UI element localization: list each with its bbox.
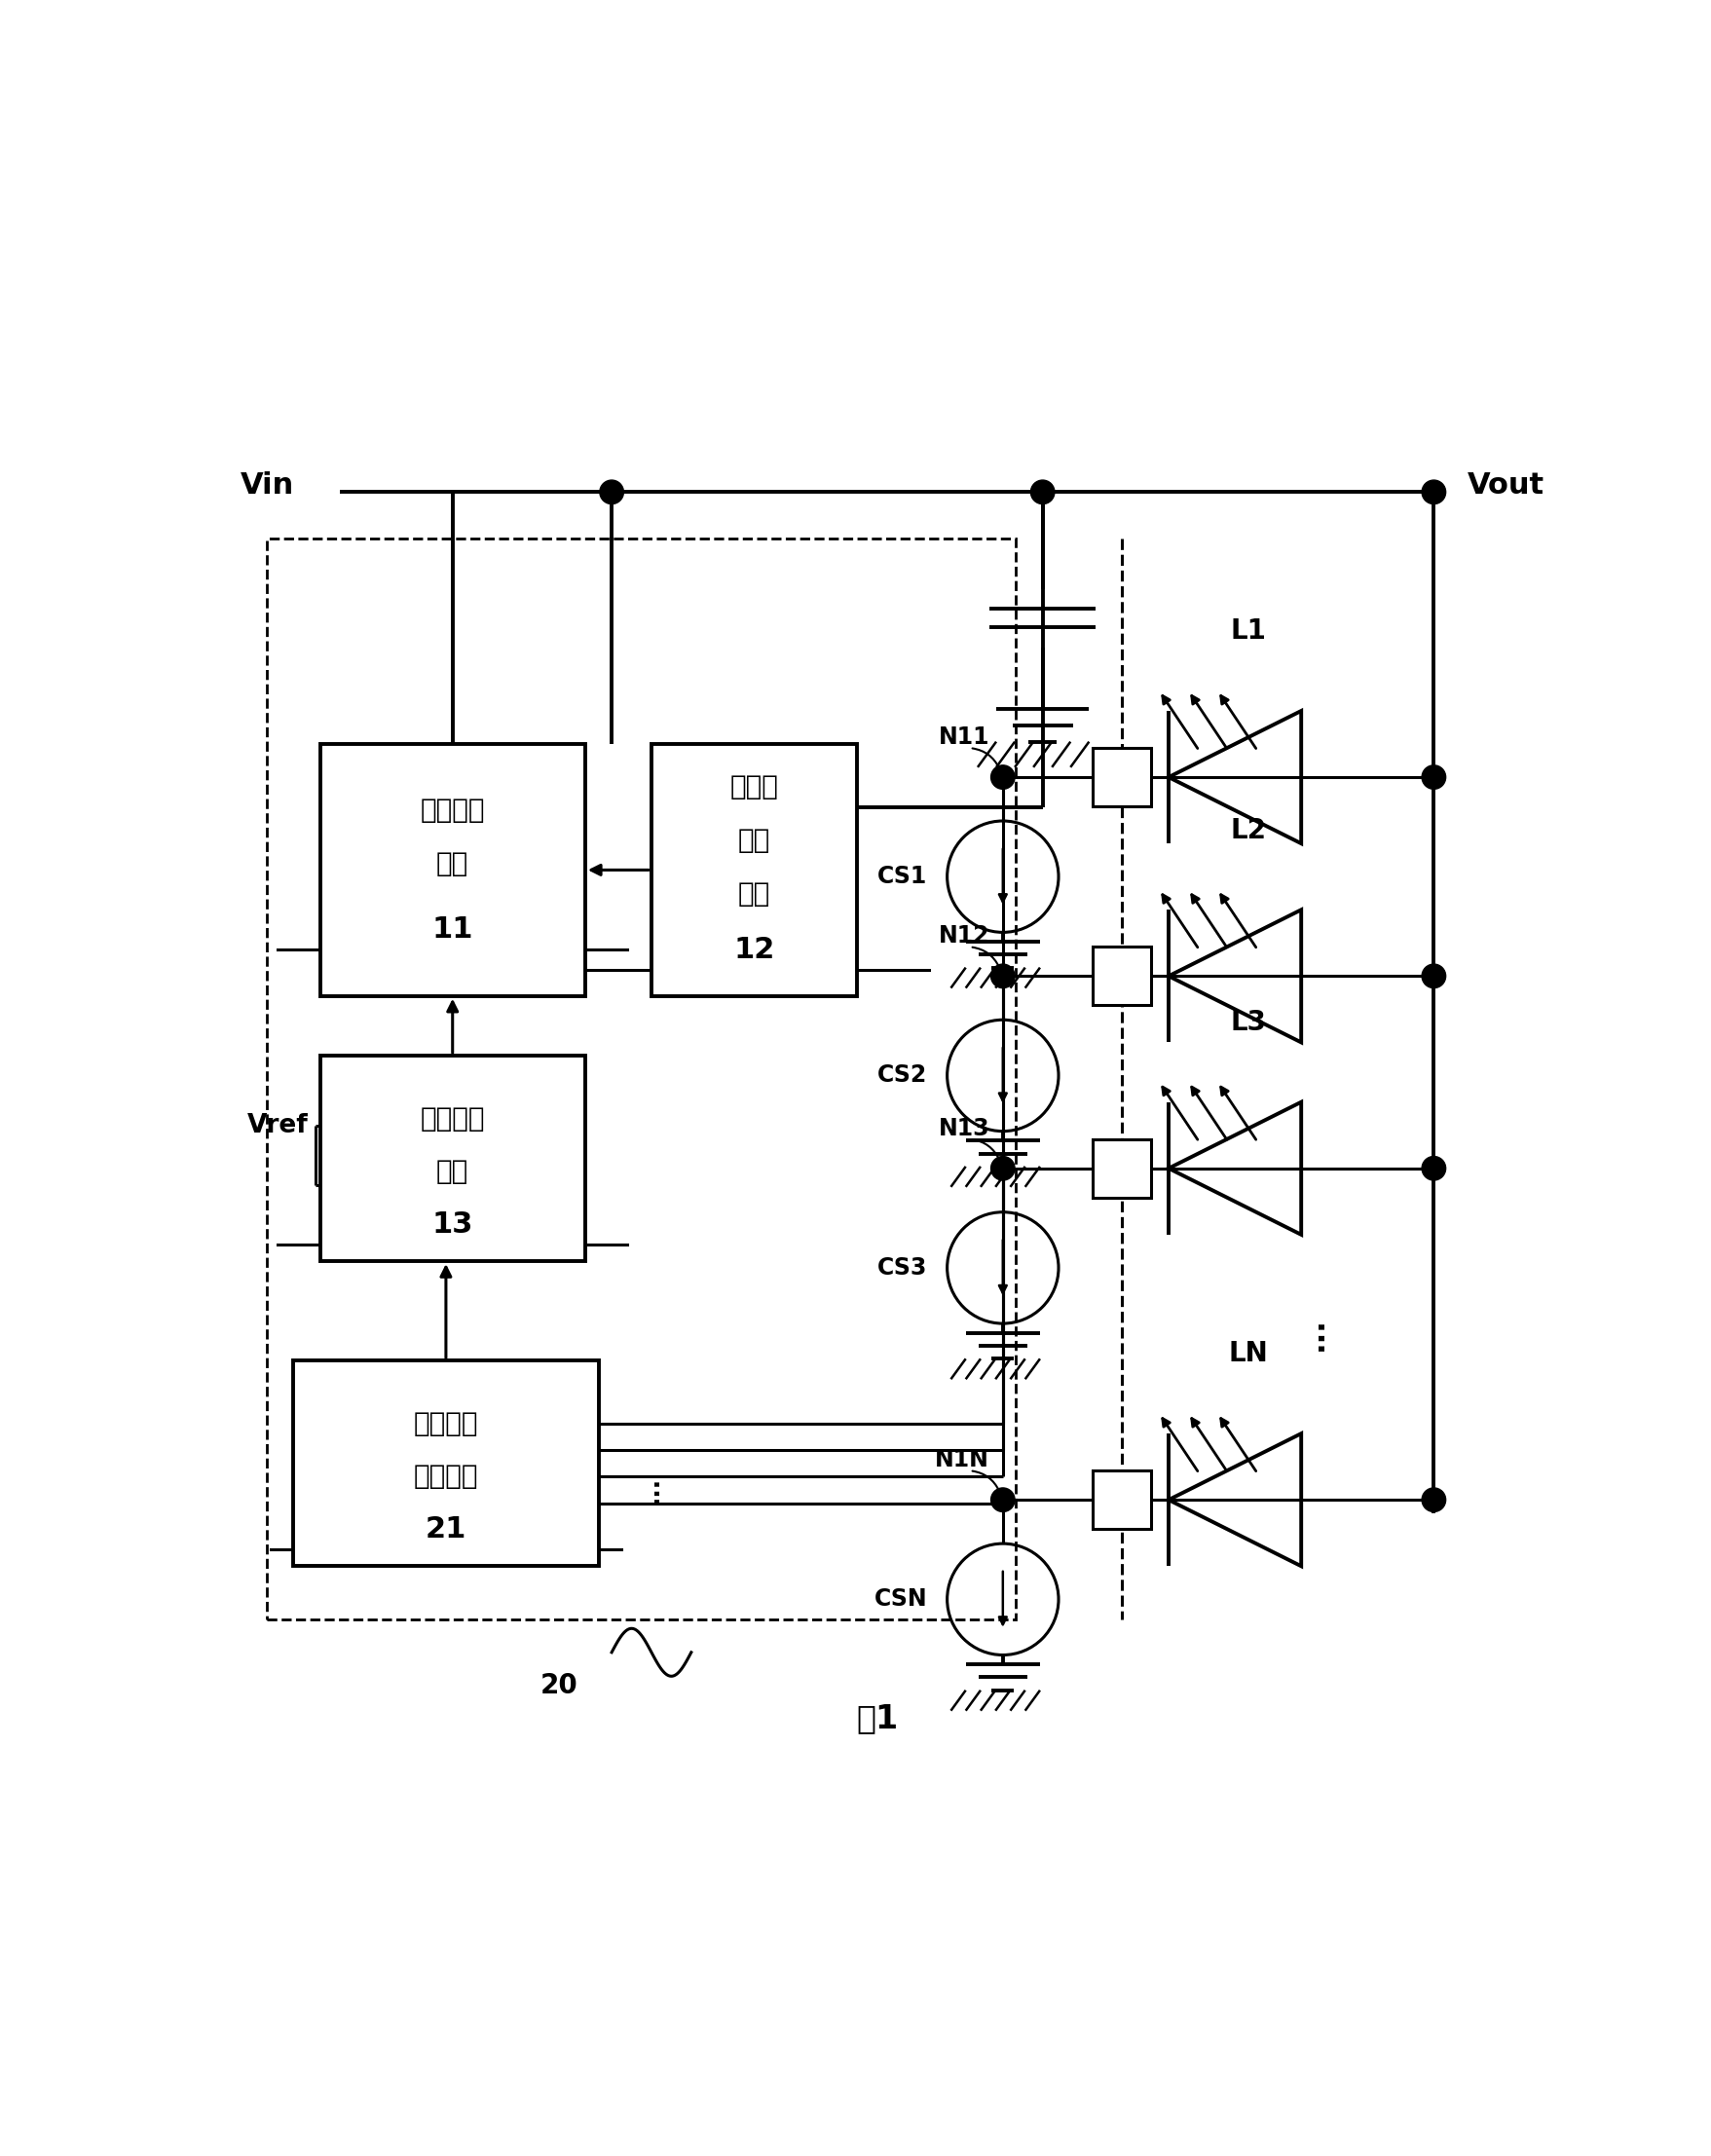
Text: 12: 12 [734,936,775,964]
Text: 最低电压: 最低电压 [414,1410,479,1438]
Text: ...: ... [1300,1317,1329,1352]
Text: N11: N11 [938,727,989,748]
Text: LN: LN [1228,1341,1268,1367]
Text: CS3: CS3 [878,1257,927,1279]
Text: Vout: Vout [1466,472,1543,500]
Circle shape [601,481,623,505]
Bar [320,1056,585,1261]
Text: 保护: 保护 [737,828,770,854]
Bar [652,744,857,996]
Text: 电压供应: 电压供应 [421,798,484,824]
Text: Vin: Vin [240,472,294,500]
Text: 误差放大: 误差放大 [421,1106,484,1132]
Bar [320,744,585,996]
Bar [1093,748,1152,806]
Circle shape [991,1156,1015,1179]
Text: 电路: 电路 [737,880,770,908]
Text: CSN: CSN [874,1587,927,1611]
Circle shape [991,964,1015,987]
Text: 20: 20 [539,1671,578,1699]
Text: Vref: Vref [246,1112,308,1138]
Circle shape [1030,481,1054,505]
Text: 图1: 图1 [856,1703,898,1736]
Text: CS2: CS2 [878,1063,927,1087]
Circle shape [1422,964,1446,987]
Circle shape [1422,481,1446,505]
Text: N13: N13 [938,1117,989,1141]
Text: 过电压: 过电压 [731,772,779,800]
Circle shape [991,765,1015,789]
Text: 11: 11 [431,916,474,944]
Text: N1N: N1N [936,1449,989,1473]
Text: ...: ... [640,1477,664,1503]
Text: N12: N12 [938,925,989,949]
Circle shape [1422,1488,1446,1511]
Text: L2: L2 [1230,817,1266,843]
Text: 电路: 电路 [436,1158,469,1186]
Bar [1093,1470,1152,1529]
Text: 21: 21 [426,1516,467,1544]
Text: L1: L1 [1230,617,1266,645]
Circle shape [991,1488,1015,1511]
Text: 电路: 电路 [436,849,469,877]
Text: CS1: CS1 [878,865,927,888]
Text: L3: L3 [1230,1009,1266,1037]
Circle shape [1422,1156,1446,1179]
Bar [294,1360,599,1565]
Bar [1093,1138,1152,1197]
Circle shape [1422,765,1446,789]
Text: 选择电路: 选择电路 [414,1464,479,1490]
Text: 13: 13 [431,1210,474,1240]
Bar [267,539,1016,1619]
Bar [1093,946,1152,1005]
